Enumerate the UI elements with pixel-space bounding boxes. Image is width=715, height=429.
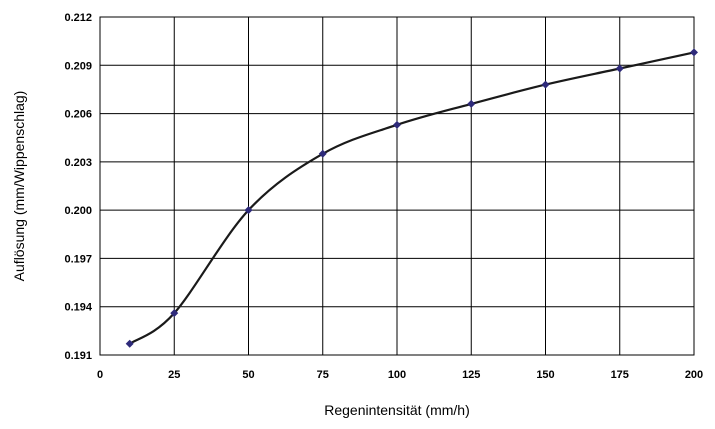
y-tick-label: 0.203 — [64, 157, 92, 169]
x-tick-label: 150 — [536, 369, 554, 381]
data-point-marker — [541, 80, 550, 89]
x-tick-label: 25 — [168, 369, 180, 381]
x-tick-label: 75 — [317, 369, 329, 381]
data-point-marker — [244, 206, 253, 215]
x-tick-label: 125 — [462, 369, 480, 381]
y-tick-label: 0.197 — [64, 253, 92, 265]
data-point-marker — [125, 339, 134, 348]
x-tick-label: 200 — [685, 369, 703, 381]
data-point-marker — [318, 149, 327, 158]
x-tick-labels: 0 25 50 75 100 125 150 175 200 — [97, 369, 703, 381]
y-axis-label: Auflösung (mm/Wippenschlag) — [11, 91, 27, 282]
y-tick-label: 0.194 — [64, 302, 92, 314]
data-point-marker — [393, 120, 401, 129]
plot-area-frame — [99, 16, 695, 356]
x-axis-label: Regenintensität (mm/h) — [324, 402, 470, 418]
y-tick-label: 0.200 — [64, 205, 92, 217]
x-tick-label: 0 — [97, 369, 103, 381]
data-point-marker — [615, 64, 624, 73]
y-tick-label: 0.191 — [64, 350, 92, 362]
y-tick-label: 0.212 — [64, 12, 92, 24]
data-point-marker — [170, 309, 179, 318]
grid-lines — [99, 16, 695, 356]
data-points — [125, 48, 698, 348]
x-tick-label: 175 — [611, 369, 629, 381]
series-line — [129, 51, 695, 345]
x-tick-label: 100 — [388, 369, 406, 381]
data-point-marker — [690, 48, 698, 57]
y-tick-label: 0.206 — [64, 109, 92, 121]
x-tick-label: 50 — [242, 369, 254, 381]
y-tick-labels: 0.191 0.194 0.197 0.200 0.203 0.206 0.209 0.212 — [64, 12, 92, 362]
y-tick-label: 0.209 — [64, 60, 92, 72]
data-point-marker — [467, 99, 476, 108]
